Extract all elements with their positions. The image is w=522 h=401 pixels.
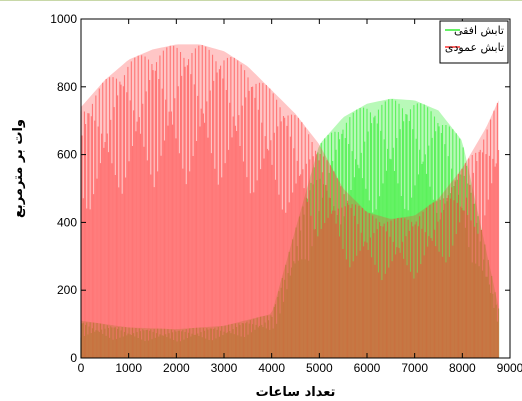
legend-label-vertical: تابش عمودی [445,41,504,54]
x-tick-label: 1000 [115,361,142,375]
x-tick-label: 4000 [258,361,285,375]
x-tick-label: 9000 [497,361,522,375]
x-axis-label: تعداد ساعات [256,385,336,400]
y-tick-label: 200 [57,283,77,297]
x-tick-label: 0 [78,361,85,375]
y-tick-label: 600 [57,148,77,162]
x-tick-label: 7000 [401,361,428,375]
x-tick-label: 3000 [211,361,238,375]
legend-label-horizontal: تابش افقی [454,24,504,37]
axes-box [80,18,511,359]
x-tick-label: 5000 [306,361,333,375]
y-axis-label: وات بر مترمربع [11,119,26,218]
x-tick-label: 6000 [354,361,381,375]
axes: 0 1000 2000 3000 4000 5000 6000 7000 8000 9000 0 20… [50,12,522,375]
plot-area [80,44,500,359]
x-tick-label: 8000 [449,361,476,375]
legend-box [439,20,509,64]
legend: تابش افقی تابش عمودی [439,20,509,64]
y-tick-label: 400 [57,215,77,229]
x-tick-label: 2000 [163,361,190,375]
series-1 [80,44,500,359]
series-1-envelope [81,44,499,359]
y-tick-label: 1000 [50,12,77,26]
y-tick-label: 0 [70,351,77,365]
y-tick-label: 800 [57,80,77,94]
